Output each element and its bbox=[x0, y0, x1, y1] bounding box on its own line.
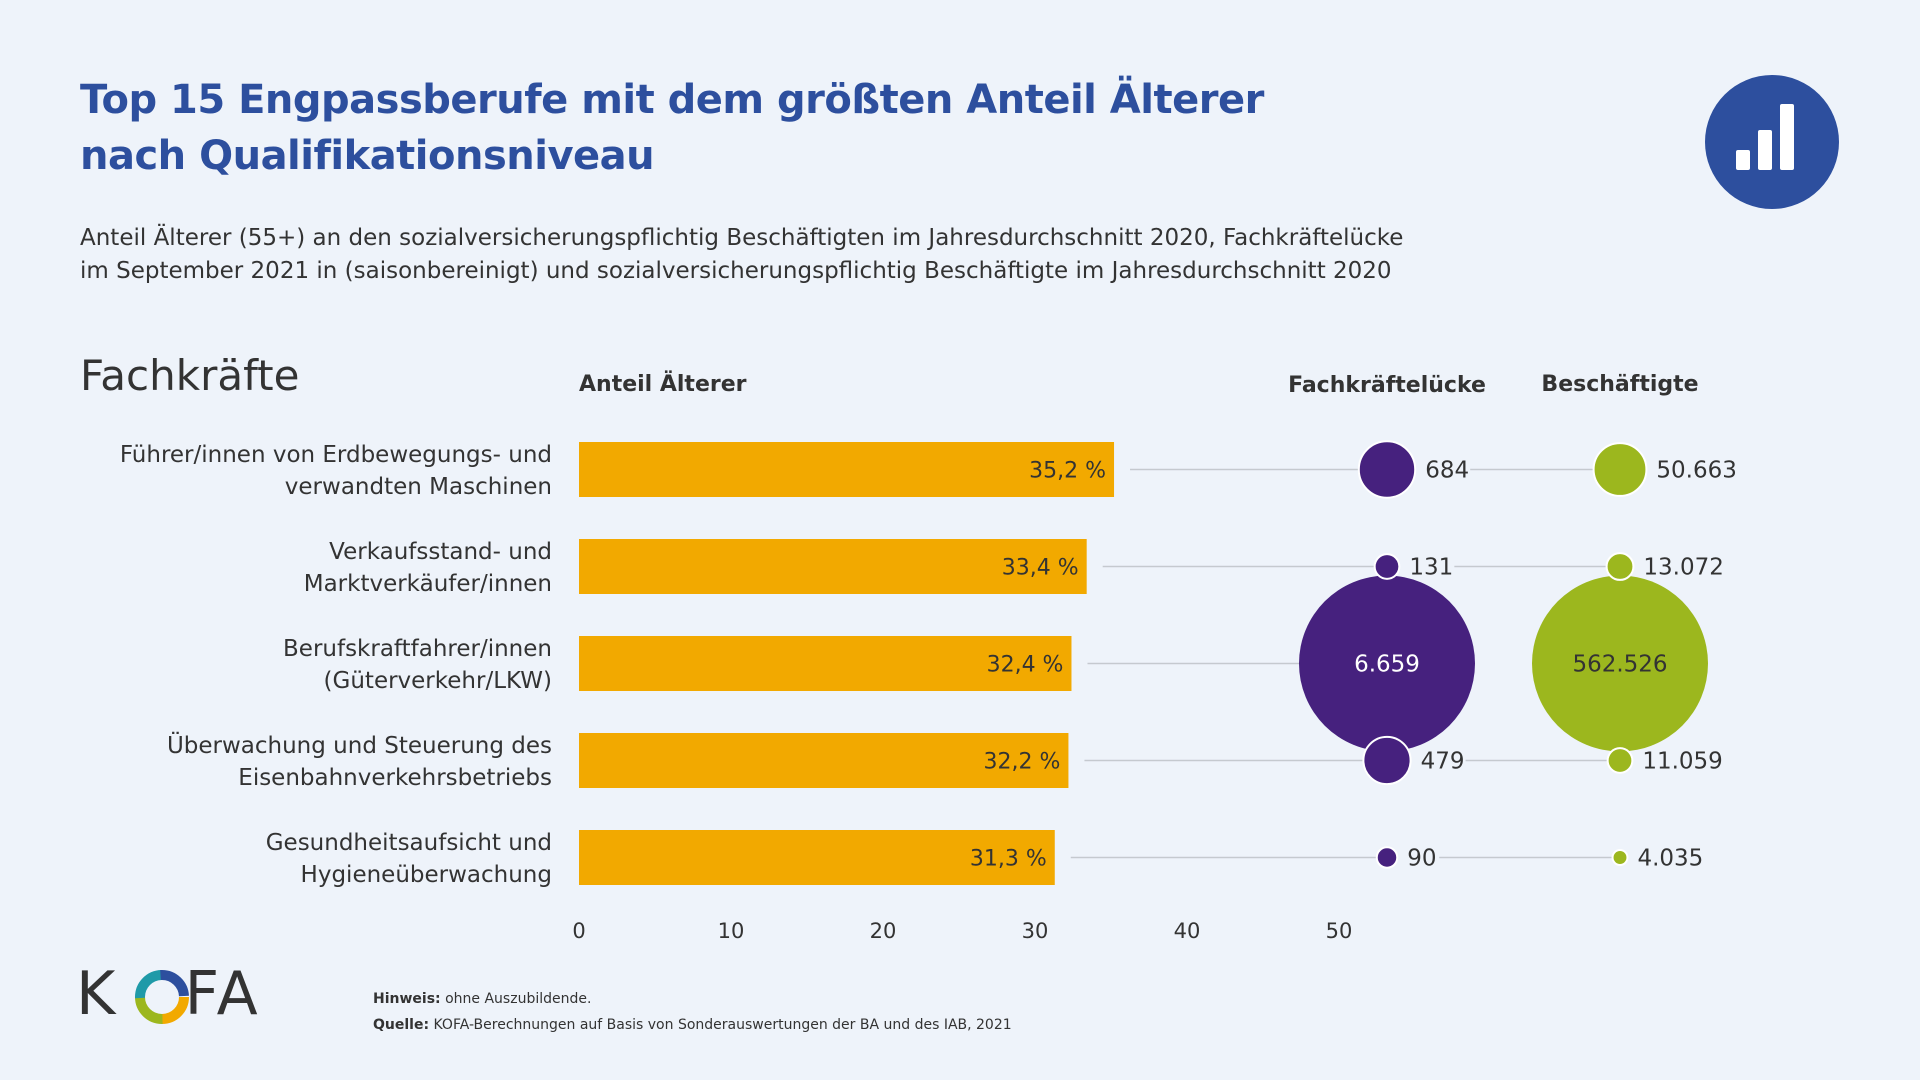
employed-bubble bbox=[1532, 575, 1708, 752]
gap-bubble bbox=[1373, 553, 1401, 580]
category-label: Berufskraftfahrer/innen bbox=[283, 636, 552, 662]
bar-chart-icon-bar-2 bbox=[1758, 130, 1772, 170]
gap-value-label: 131 bbox=[1409, 555, 1453, 581]
gap-value-label: 479 bbox=[1421, 749, 1465, 775]
category-label: verwandten Maschinen bbox=[285, 474, 552, 500]
employed-column-title: Beschäftigte bbox=[1541, 372, 1698, 397]
category-label: Führer/innen von Erdbewegungs- und bbox=[120, 442, 552, 468]
employed-value-label: 4.035 bbox=[1637, 846, 1703, 872]
bar-value-label: 32,4 % bbox=[987, 653, 1064, 678]
hint-line: Hinweis: ohne Auszubildende. bbox=[373, 986, 1012, 1012]
category-label: Gesundheitsaufsicht und bbox=[266, 830, 552, 856]
category-label: (Güterverkehr/LKW) bbox=[324, 668, 552, 694]
employed-value-label: 11.059 bbox=[1642, 749, 1722, 775]
title-line-1: Top 15 Engpassberufe mit dem größten Ant… bbox=[80, 77, 1264, 123]
employed-bubble bbox=[1606, 747, 1634, 774]
bar-value-label: 33,4 % bbox=[1002, 556, 1079, 581]
kofa-letter-f: F bbox=[184, 959, 217, 1029]
employed-value-label: 562.526 bbox=[1572, 652, 1667, 678]
kofa-ring-segment-4 bbox=[135, 970, 189, 1024]
category-label: Eisenbahnverkehrsbetriebs bbox=[238, 765, 552, 791]
gap-value-label: 684 bbox=[1425, 458, 1469, 484]
bar-value-label: 35,2 % bbox=[1029, 459, 1106, 484]
kofa-letter-a: A bbox=[216, 959, 261, 1029]
gap-column-title: Fachkräftelücke bbox=[1288, 373, 1486, 398]
x-tick-label: 0 bbox=[572, 919, 585, 943]
page-title: Top 15 Engpassberufe mit dem größten Ant… bbox=[80, 72, 1264, 184]
kofa-logo: K FA bbox=[76, 958, 261, 1030]
employed-bubble bbox=[1611, 849, 1629, 866]
source-line: Quelle: KOFA-Berechnungen auf Basis von … bbox=[373, 1012, 1012, 1038]
employed-value-label: 13.072 bbox=[1643, 555, 1723, 581]
gap-bubble bbox=[1362, 735, 1412, 786]
x-tick-label: 30 bbox=[1022, 919, 1049, 943]
gap-value-label: 90 bbox=[1407, 846, 1436, 872]
kofa-letter-k: K bbox=[76, 959, 119, 1029]
bar bbox=[579, 636, 1072, 691]
bar-chart-icon-bar-3 bbox=[1780, 104, 1794, 170]
employed-bubble bbox=[1605, 552, 1635, 581]
category-label: Überwachung und Steuerung des bbox=[167, 731, 552, 759]
gap-bubble bbox=[1375, 846, 1399, 869]
bar-chart-icon bbox=[1705, 75, 1839, 209]
category-label: Marktverkäufer/innen bbox=[304, 571, 552, 597]
subtitle-line-1: Anteil Älterer (55+) an den sozialversic… bbox=[80, 225, 1404, 251]
x-tick-label: 40 bbox=[1174, 919, 1201, 943]
x-tick-label: 50 bbox=[1326, 919, 1353, 943]
notes: Hinweis: ohne Auszubildende. Quelle: KOF… bbox=[373, 986, 1012, 1038]
source-text: KOFA-Berechnungen auf Basis von Sonderau… bbox=[433, 1017, 1012, 1033]
bar bbox=[579, 733, 1069, 788]
bar-value-label: 32,2 % bbox=[984, 750, 1061, 775]
bar-chart-icon-bar-1 bbox=[1736, 150, 1750, 170]
subtitle-line-2: im September 2021 in (saisonbereinigt) u… bbox=[80, 258, 1392, 284]
gap-value-label: 6.659 bbox=[1354, 652, 1420, 678]
section-label: Fachkräfte bbox=[80, 351, 299, 400]
gap-bubble bbox=[1299, 575, 1475, 752]
bar bbox=[579, 539, 1087, 594]
chart-subtitle: Anteil Älterer (55+) an den sozialversic… bbox=[80, 222, 1403, 288]
x-axis-title: Anteil Älterer bbox=[579, 371, 747, 397]
category-label: Hygieneüberwachung bbox=[301, 862, 552, 888]
bar-value-label: 31,3 % bbox=[970, 847, 1047, 872]
employed-value-label: 50.663 bbox=[1656, 458, 1736, 484]
category-label: Verkaufsstand- und bbox=[329, 539, 552, 565]
bar bbox=[579, 830, 1055, 885]
kofa-logo-ring-icon bbox=[135, 970, 189, 1024]
kofa-ring-segment-3 bbox=[135, 970, 189, 1024]
x-tick-label: 20 bbox=[870, 919, 897, 943]
title-line-2: nach Qualifikationsniveau bbox=[80, 133, 655, 179]
source-label: Quelle: bbox=[373, 1017, 430, 1033]
hint-text: ohne Auszubildende. bbox=[445, 991, 592, 1007]
x-tick-label: 10 bbox=[718, 919, 745, 943]
bar bbox=[579, 442, 1115, 497]
hint-label: Hinweis: bbox=[373, 991, 441, 1007]
employed-bubble bbox=[1592, 442, 1648, 497]
gap-bubble bbox=[1357, 440, 1417, 499]
